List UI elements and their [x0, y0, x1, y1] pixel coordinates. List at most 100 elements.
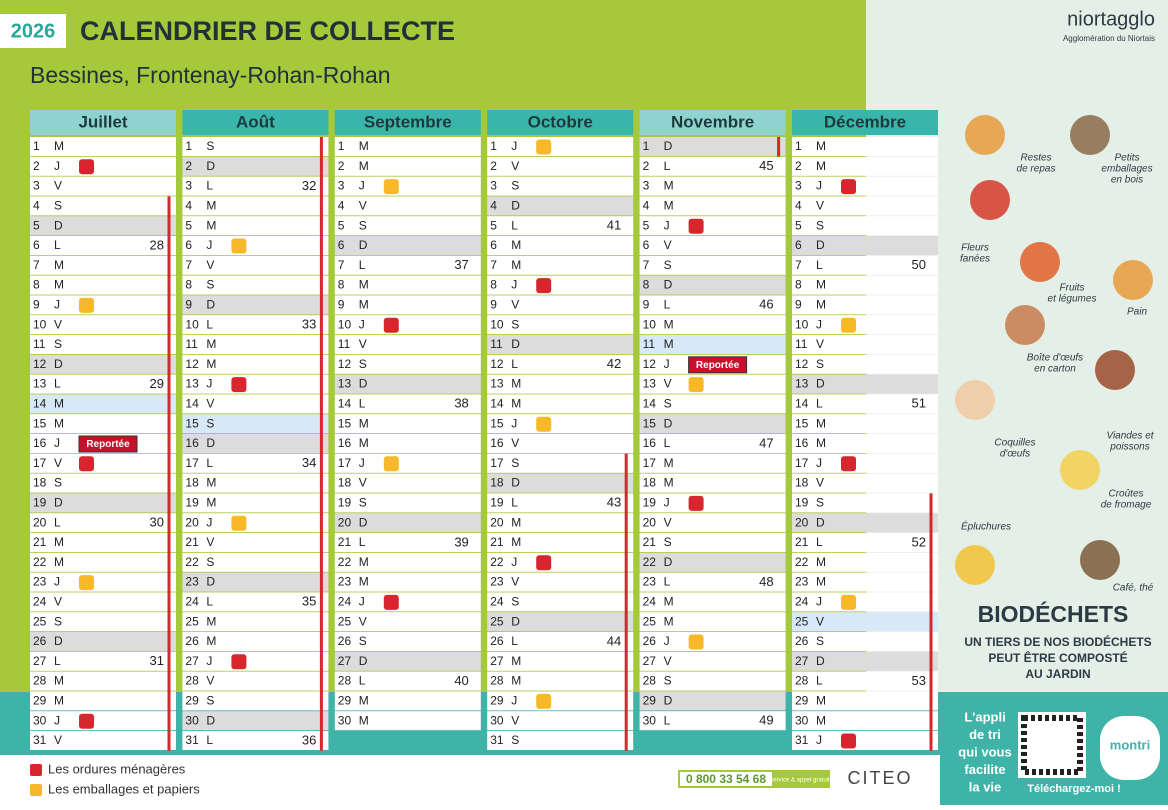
- day-number: 18: [643, 476, 657, 490]
- day-number: 11: [338, 337, 351, 351]
- day-row: [30, 315, 176, 335]
- day-row: [487, 275, 634, 295]
- day-row: [182, 434, 329, 453]
- day-number: 19: [490, 495, 504, 509]
- day-row: [30, 632, 176, 651]
- day-number: 31: [490, 733, 504, 747]
- collection-marker: [688, 495, 704, 511]
- day-row: [639, 255, 786, 275]
- day-number: 17: [490, 456, 504, 470]
- day-letter: D: [816, 654, 825, 668]
- day-letter: S: [664, 258, 672, 272]
- week-number: 39: [454, 534, 468, 549]
- day-row: [792, 354, 938, 374]
- day-letter: S: [816, 218, 824, 232]
- item-label: d'œufs: [1000, 449, 1030, 460]
- day-letter: V: [54, 456, 62, 470]
- item-label: Pain: [1127, 307, 1147, 318]
- day-letter: S: [359, 495, 367, 509]
- collection-marker: [383, 317, 399, 333]
- app-logo: [1100, 716, 1160, 780]
- day-letter: V: [206, 396, 214, 410]
- day-number: 20: [795, 515, 809, 529]
- app-cta: Téléchargez-moi !: [1027, 783, 1121, 795]
- collection-marker: [841, 179, 856, 195]
- day-letter: V: [54, 733, 62, 747]
- day-letter: M: [816, 297, 826, 311]
- day-letter: D: [54, 357, 63, 371]
- day-row: [487, 632, 634, 651]
- day-letter: L: [359, 396, 366, 410]
- day-letter: M: [206, 495, 216, 509]
- partner: CITEO: [847, 768, 912, 788]
- collection-marker: [383, 179, 399, 195]
- day-row: [30, 374, 176, 394]
- day-number: 13: [33, 377, 47, 391]
- day-letter: J: [206, 654, 212, 668]
- day-number: 13: [795, 377, 809, 391]
- day-row: [334, 592, 481, 612]
- item-label: Viandes et: [1106, 431, 1154, 442]
- day-number: 19: [185, 495, 199, 509]
- day-letter: V: [816, 198, 824, 212]
- day-row: [30, 533, 176, 552]
- day-row: [334, 711, 481, 731]
- day-number: 25: [33, 614, 47, 628]
- phone: 0 800 33 54 68: [686, 772, 766, 786]
- day-number: 9: [643, 297, 650, 311]
- day-letter: D: [359, 238, 368, 252]
- week-number: 47: [759, 435, 773, 450]
- day-row: [487, 592, 634, 612]
- note-text: Reportée: [696, 360, 740, 371]
- day-row: [487, 651, 634, 671]
- day-letter: M: [816, 159, 826, 173]
- day-row: [182, 176, 329, 196]
- day-number: 9: [795, 297, 802, 311]
- day-letter: V: [816, 337, 824, 351]
- day-letter: L: [816, 258, 823, 272]
- day-row: [30, 196, 176, 216]
- day-number: 6: [185, 238, 192, 252]
- day-letter: L: [206, 733, 213, 747]
- item-label: en carton: [1034, 364, 1076, 375]
- day-letter: L: [664, 575, 671, 589]
- collection-marker: [841, 317, 856, 333]
- day-number: 16: [795, 436, 809, 450]
- day-number: 9: [185, 297, 192, 311]
- week-number: 38: [454, 396, 468, 411]
- day-letter: M: [206, 198, 216, 212]
- bio-subtitle: UN TIERS DE NOS BIODÉCHETS: [964, 634, 1151, 649]
- day-number: 30: [795, 713, 809, 727]
- day-number: 8: [795, 278, 802, 292]
- day-row: [182, 731, 329, 750]
- day-number: 26: [643, 634, 657, 648]
- month-name: Juillet: [78, 112, 127, 131]
- day-letter: S: [816, 495, 824, 509]
- note-box: [688, 356, 748, 374]
- day-row: [30, 612, 176, 632]
- day-number: 23: [33, 575, 47, 589]
- day-row: [182, 493, 329, 513]
- day-row: [487, 731, 634, 750]
- day-row: [487, 552, 634, 572]
- day-number: 23: [185, 575, 199, 589]
- day-row: [792, 453, 938, 473]
- day-letter: M: [54, 396, 64, 410]
- day-letter: M: [664, 198, 674, 212]
- day-row: [182, 335, 329, 354]
- day-number: 2: [795, 159, 802, 173]
- day-number: 3: [490, 179, 497, 193]
- day-number: 28: [795, 674, 809, 688]
- day-number: 30: [185, 713, 199, 727]
- day-row: [639, 632, 786, 651]
- qr-code: [1018, 712, 1086, 778]
- item-label: Coquilles: [994, 438, 1035, 449]
- day-row: [792, 275, 938, 295]
- day-letter: V: [511, 713, 519, 727]
- day-number: 18: [338, 476, 352, 490]
- day-number: 1: [490, 139, 497, 153]
- day-number: 10: [795, 317, 809, 331]
- day-number: 14: [338, 396, 352, 410]
- app-text: facilite: [964, 762, 1005, 777]
- day-row: [792, 196, 938, 216]
